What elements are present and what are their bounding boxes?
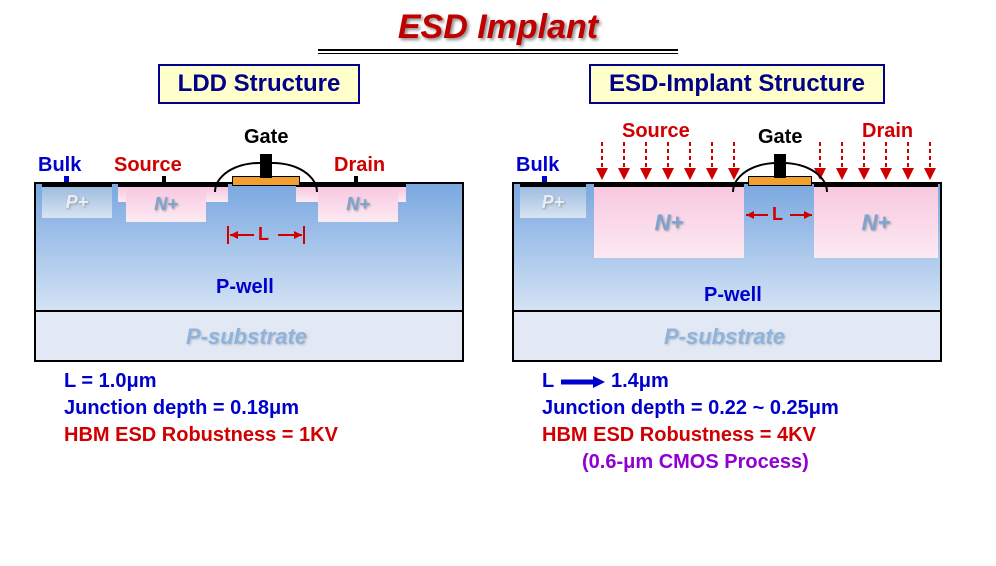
pplus-text: P+ [542,192,565,213]
nplus-right: N+ [814,184,938,258]
spec-hbm: HBM ESD Robustness = 1KV [64,422,484,449]
spec-jd: Junction depth = 0.22 ~ 0.25μm [542,395,962,422]
spec-jd: Junction depth = 0.18μm [64,395,484,422]
psub-region: P-substrate [514,310,940,360]
left-specs: L = 1.0μm Junction depth = 0.18μm HBM ES… [64,368,484,449]
spec-l: L = 1.0μm [64,368,484,395]
right-specs: L 1.4μm Junction depth = 0.22 ~ 0.25μm H… [542,368,962,476]
spec-l: L 1.4μm [542,368,962,395]
spec-proc: (0.6-μm CMOS Process) [542,449,962,476]
nplus-left: N+ [126,184,206,222]
title-underline [318,49,678,54]
nplus-left-text: N+ [655,210,684,236]
right-panel: ESD-Implant Structure Bulk Source Gate D… [512,64,962,476]
left-diagram: Bulk Source Gate Drain P+ N+ N+ [34,112,464,362]
pwell-label: P-well [216,276,274,299]
nplus-left: N+ [594,184,744,258]
pplus-region: P+ [520,184,586,218]
bulk-label: Bulk [38,154,81,177]
pplus-text: P+ [66,192,89,213]
psub-label: P-substrate [664,324,785,350]
psub-region: P-substrate [36,310,462,360]
drain-label: Drain [862,120,913,143]
psub-label: P-substrate [186,324,307,350]
right-subtitle: ESD-Implant Structure [589,64,885,104]
left-panel: LDD Structure Bulk Source Gate Drain P+ [34,64,484,476]
nplus-right: N+ [318,184,398,222]
panels-row: LDD Structure Bulk Source Gate Drain P+ [0,64,996,476]
gate-label: Gate [244,126,288,149]
right-diagram: Bulk Source Gate Drain [512,112,942,362]
source-label: Source [114,154,182,177]
source-label: Source [622,120,690,143]
gate-contact [774,154,786,178]
nplus-left-text: N+ [154,194,178,215]
nplus-right-text: N+ [862,210,891,236]
spec-l-label: L [542,370,554,392]
pwell-region: P+ N+ N+ [514,184,940,314]
bulk-label: Bulk [516,154,559,177]
pwell-region: P+ N+ N+ [36,184,462,314]
arrow-icon [559,374,605,390]
pwell-label: P-well [704,284,762,307]
spec-l-val: 1.4μm [611,370,669,392]
spec-hbm: HBM ESD Robustness = 4KV [542,422,962,449]
drain-label: Drain [334,154,385,177]
l-text: L [772,204,783,225]
left-subtitle: LDD Structure [158,64,361,104]
nplus-right-text: N+ [346,194,370,215]
gate-contact [260,154,272,178]
right-cross-section: P+ N+ N+ [512,182,942,362]
main-title: ESD Implant [0,0,996,47]
pplus-region: P+ [42,184,112,218]
left-cross-section: P+ N+ N+ [34,182,464,362]
l-text: L [258,224,269,245]
